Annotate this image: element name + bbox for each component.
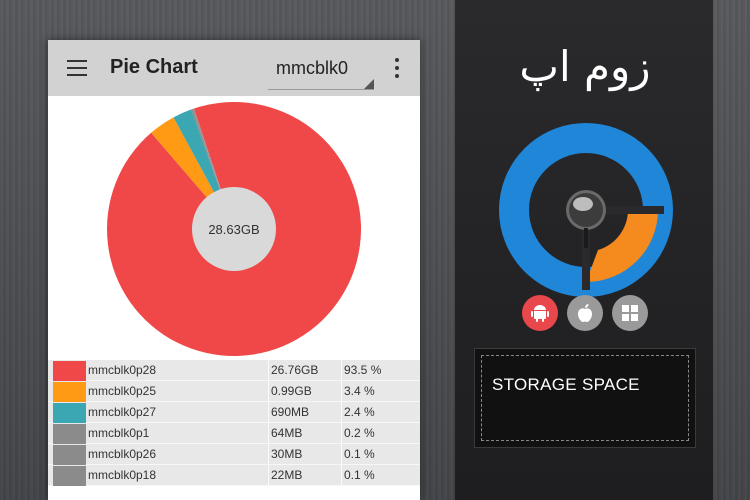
cell-pct: 0.1 % bbox=[344, 447, 375, 461]
platform-icons bbox=[522, 295, 648, 331]
cell-pct: 0.2 % bbox=[344, 426, 375, 440]
table-row[interactable]: mmcblk0p27 690MB 2.4 % bbox=[48, 402, 420, 423]
table-row[interactable]: mmcblk0p1 64MB 0.2 % bbox=[48, 423, 420, 444]
pie-chart: 28.63GB bbox=[48, 96, 420, 360]
table-row[interactable]: mmcblk0p28 26.76GB 93.5 % bbox=[48, 360, 420, 381]
pie-chart-svg: 28.63GB bbox=[107, 101, 361, 356]
app-logo-icon bbox=[499, 123, 673, 297]
color-swatch bbox=[53, 403, 86, 423]
cell-pct: 0.1 % bbox=[344, 468, 375, 482]
column-divider bbox=[268, 381, 269, 402]
pie-center-label: 28.63GB bbox=[208, 222, 259, 237]
column-divider bbox=[268, 465, 269, 486]
brand-logotype: زوم اپ bbox=[519, 42, 651, 91]
device-spinner-value: mmcblk0 bbox=[276, 58, 349, 78]
app-bar: Pie Chart mmcblk0 bbox=[48, 40, 420, 96]
cell-size: 690MB bbox=[271, 405, 310, 419]
cell-name: mmcblk0p27 bbox=[88, 405, 157, 419]
color-swatch bbox=[53, 466, 86, 486]
color-swatch bbox=[53, 424, 86, 444]
column-divider bbox=[341, 444, 342, 465]
column-divider bbox=[268, 444, 269, 465]
promo-panel: زوم اپ bbox=[455, 0, 713, 500]
more-options-icon[interactable] bbox=[394, 58, 400, 78]
cell-size: 30MB bbox=[271, 447, 303, 461]
table-row[interactable]: mmcblk0p26 30MB 0.1 % bbox=[48, 444, 420, 465]
phone-screen: Pie Chart mmcblk0 28.63GB mmcblk0p28 26.7… bbox=[48, 40, 420, 500]
cell-name: mmcblk0p25 bbox=[88, 384, 157, 398]
windows-icon bbox=[612, 295, 648, 331]
pie-center-hole bbox=[192, 187, 276, 271]
dropdown-arrow-icon bbox=[364, 79, 374, 89]
cell-size: 0.99GB bbox=[271, 384, 312, 398]
cell-name: mmcblk0p28 bbox=[88, 363, 157, 377]
color-swatch bbox=[53, 382, 86, 402]
cell-size: 26.76GB bbox=[271, 363, 319, 377]
cell-size: 64MB bbox=[271, 426, 303, 440]
column-divider bbox=[341, 360, 342, 381]
column-divider bbox=[268, 402, 269, 423]
device-spinner[interactable]: mmcblk0 bbox=[268, 52, 374, 90]
caption-text: STORAGE SPACE bbox=[492, 375, 640, 394]
cell-name: mmcblk0p26 bbox=[88, 447, 157, 461]
table-row[interactable]: mmcblk0p25 0.99GB 3.4 % bbox=[48, 381, 420, 402]
cell-pct: 93.5 % bbox=[344, 363, 382, 377]
hamburger-menu-icon[interactable] bbox=[67, 60, 87, 76]
column-divider bbox=[341, 381, 342, 402]
column-divider bbox=[341, 402, 342, 423]
column-divider bbox=[268, 423, 269, 444]
column-divider bbox=[268, 360, 269, 381]
android-icon bbox=[522, 295, 558, 331]
color-swatch bbox=[53, 361, 86, 381]
column-divider bbox=[341, 465, 342, 486]
cell-pct: 3.4 % bbox=[344, 384, 375, 398]
apple-icon bbox=[567, 295, 603, 331]
cell-size: 22MB bbox=[271, 468, 303, 482]
table-row[interactable]: mmcblk0p18 22MB 0.1 % bbox=[48, 465, 420, 486]
caption-box: STORAGE SPACE bbox=[474, 348, 696, 448]
color-swatch bbox=[53, 445, 86, 465]
cell-name: mmcblk0p1 bbox=[88, 426, 150, 440]
column-divider bbox=[341, 423, 342, 444]
cell-name: mmcblk0p18 bbox=[88, 468, 157, 482]
cell-pct: 2.4 % bbox=[344, 405, 375, 419]
app-title: Pie Chart bbox=[110, 56, 198, 78]
partition-table: mmcblk0p28 26.76GB 93.5 % mmcblk0p25 0.99GB 3… bbox=[48, 360, 420, 486]
